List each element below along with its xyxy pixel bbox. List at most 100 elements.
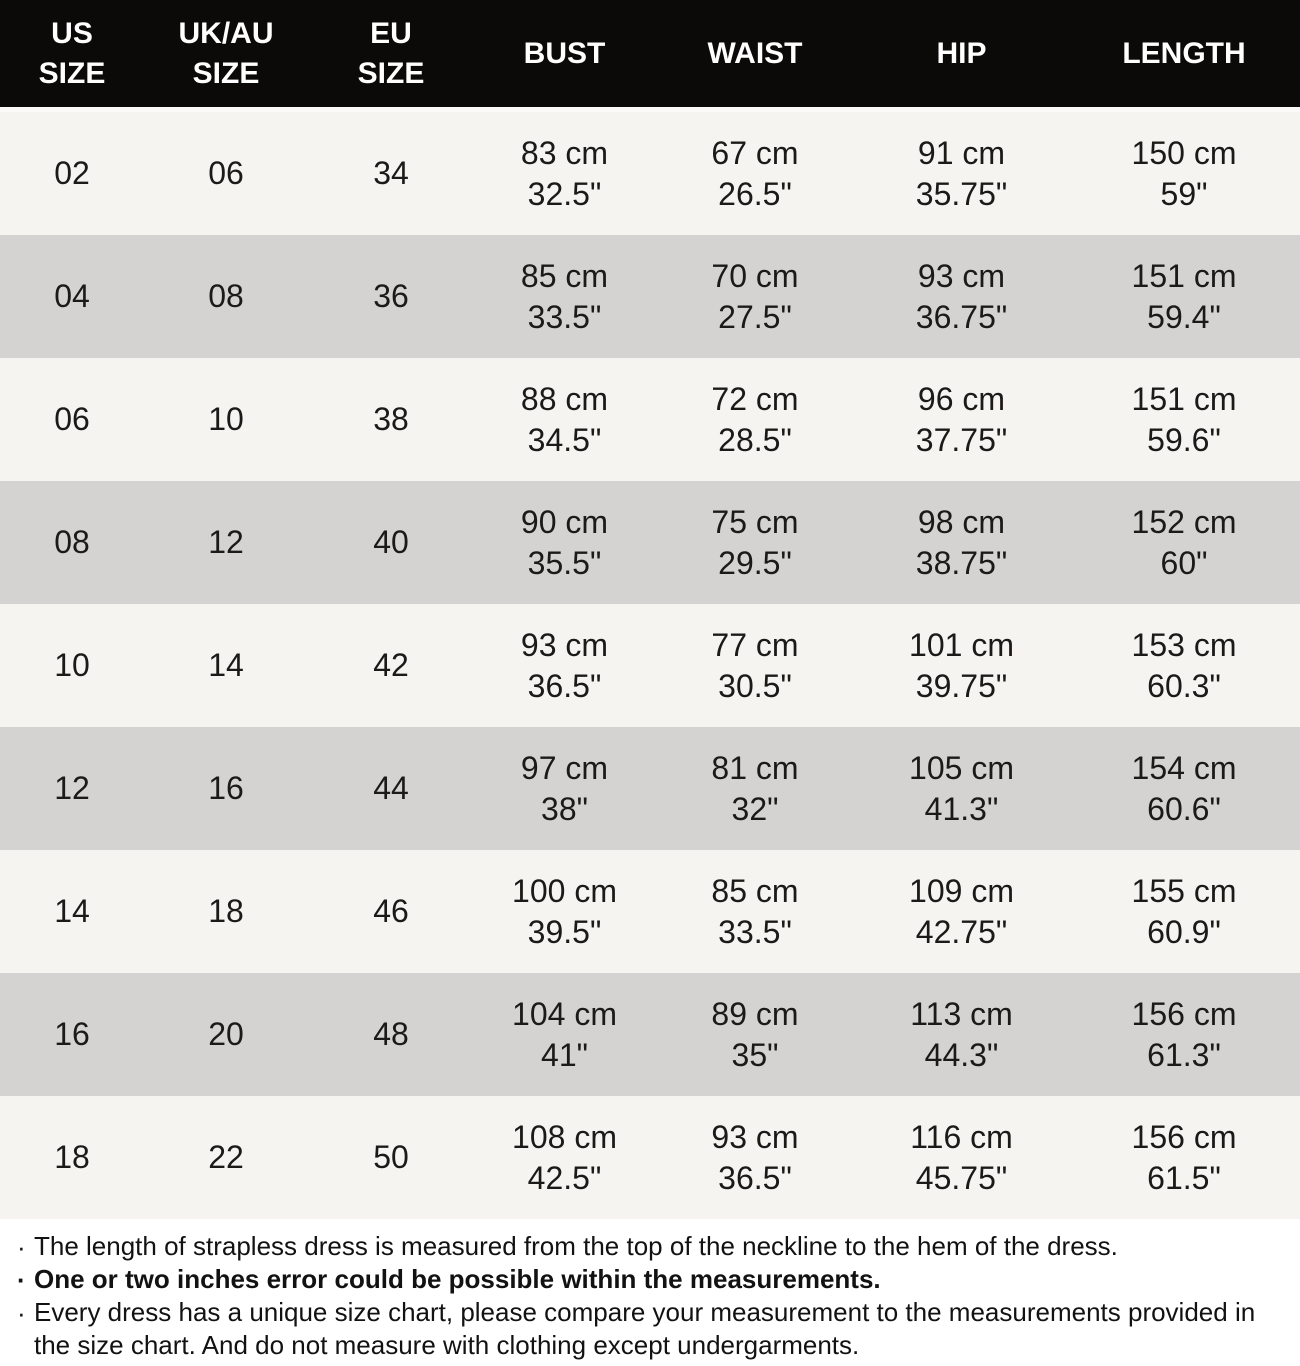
cell-bust: 83 cm 32.5" [474,110,655,236]
cell-us-size: 16 [54,1016,90,1052]
column-header-label: BUST [523,36,606,70]
hip-cm-value: 98 cm [917,503,1006,540]
cell-uk-au-size: 10 [208,401,244,437]
cell-length: 150 cm 59" [1068,110,1300,236]
cell-length: 152 cm 60" [1068,481,1300,604]
cell-eu-size: 34 [373,155,409,191]
cell-length: 155 cm 60.9" [1068,850,1300,973]
cell-uk-au-size: 16 [208,770,244,806]
cell-waist: 75 cm 29.5" [655,481,855,604]
hip-in-value: 36.75" [915,298,1008,335]
column-header-waist: WAIST [655,0,855,112]
cell-length: 151 cm 59.6" [1068,358,1300,481]
hip-in-value: 41.3" [924,790,999,827]
hip-in-value: 37.75" [915,421,1008,458]
waist-cm-value: 75 cm [711,503,799,540]
cell-hip: 91 cm 35.75" [855,110,1068,236]
column-header-hip: HIP [855,0,1068,112]
hip-cm-value: 93 cm [917,257,1006,294]
bullet-dot: · [17,1265,26,1295]
cell-us-size: 10 [54,647,90,683]
footnotes: · The length of strapless dress is measur… [0,1219,1300,1362]
column-header-label: EU SIZE [357,16,425,90]
cell-length: 156 cm 61.5" [1068,1096,1300,1219]
cell-length: 151 cm 59.4" [1068,235,1300,358]
cell-us-size: 12 [54,770,90,806]
waist-cm-value: 85 cm [711,872,799,909]
cell-waist: 89 cm 35" [655,973,855,1096]
bust-cm-value: 97 cm [520,749,609,786]
cell-uk-au-size: 20 [208,1016,244,1052]
length-in-value: 59" [1160,175,1208,212]
bust-in-value: 34.5" [527,421,602,458]
bust-cm-value: 85 cm [520,257,609,294]
table-row: 06 10 38 88 cm 34.5" 72 cm 28.5" 96 cm 37.7… [0,358,1300,481]
hip-cm-value: 109 cm [909,872,1014,909]
table-row: 12 16 44 97 cm 38" 81 cm 32" 105 cm 41.3" 1… [0,727,1300,850]
bullet-dot: · [17,1298,26,1328]
column-header-length: LENGTH [1068,0,1300,112]
waist-in-value: 26.5" [718,175,792,212]
footnote-length-measurement: · The length of strapless dress is measur… [12,1230,1286,1263]
length-in-value: 59.6" [1147,421,1221,458]
size-chart-table: US SIZE UK/AU SIZE EU SIZE BUST WAIST HI… [0,0,1300,1219]
waist-cm-value: 67 cm [711,134,799,171]
bust-cm-value: 90 cm [520,503,609,540]
column-header-label: LENGTH [1122,36,1246,70]
footnote-error-tolerance: · One or two inches error could be possib… [12,1263,1286,1296]
hip-cm-value: 105 cm [909,749,1014,786]
bust-cm-value: 100 cm [512,872,617,909]
waist-cm-value: 70 cm [711,257,799,294]
table-row: 04 08 36 85 cm 33.5" 70 cm 27.5" 93 cm 36.7… [0,235,1300,358]
waist-in-value: 32" [731,790,779,827]
waist-cm-value: 89 cm [711,995,799,1032]
waist-cm-value: 72 cm [711,380,799,417]
bust-cm-value: 93 cm [520,626,609,663]
cell-waist: 85 cm 33.5" [655,850,855,973]
length-in-value: 61.5" [1147,1159,1221,1196]
cell-waist: 93 cm 36.5" [655,1096,855,1219]
length-cm-value: 154 cm [1131,749,1237,786]
cell-hip: 113 cm 44.3" [855,973,1068,1096]
waist-in-value: 27.5" [718,298,792,335]
hip-in-value: 35.75" [915,175,1008,212]
hip-cm-value: 116 cm [910,1118,1013,1155]
length-cm-value: 151 cm [1131,380,1237,417]
cell-bust: 90 cm 35.5" [474,481,655,604]
cell-waist: 77 cm 30.5" [655,604,855,727]
cell-uk-au-size: 12 [208,524,244,560]
cell-eu-size: 50 [373,1139,409,1175]
length-in-value: 60.6" [1147,790,1221,827]
hip-cm-value: 113 cm [910,995,1013,1032]
footnote-text: The length of strapless dress is measure… [34,1231,1118,1261]
length-in-value: 61.3" [1147,1036,1221,1073]
column-header-label: HIP [936,36,987,70]
bust-cm-value: 104 cm [512,995,617,1032]
waist-cm-value: 93 cm [711,1118,799,1155]
cell-eu-size: 36 [373,278,409,314]
hip-in-value: 42.75" [915,913,1008,950]
cell-uk-au-size: 14 [208,647,244,683]
table-row: 08 12 40 90 cm 35.5" 75 cm 29.5" 98 cm 38.7… [0,481,1300,604]
cell-hip: 93 cm 36.75" [855,235,1068,358]
column-header-bust: BUST [474,0,655,112]
waist-in-value: 33.5" [718,913,792,950]
cell-eu-size: 38 [373,401,409,437]
cell-bust: 104 cm 41" [474,973,655,1096]
cell-bust: 93 cm 36.5" [474,604,655,727]
cell-us-size: 08 [54,524,90,560]
bust-cm-value: 83 cm [520,134,609,171]
cell-us-size: 06 [54,401,90,437]
header-row: US SIZE UK/AU SIZE EU SIZE BUST WAIST HI… [0,0,1300,112]
bust-in-value: 33.5" [527,298,602,335]
footnote-unique-size-chart: · Every dress has a unique size chart, pl… [12,1296,1286,1362]
cell-us-size: 02 [54,155,90,191]
cell-waist: 72 cm 28.5" [655,358,855,481]
cell-eu-size: 46 [373,893,409,929]
waist-in-value: 30.5" [718,667,792,704]
cell-us-size: 14 [54,893,90,929]
cell-hip: 116 cm 45.75" [855,1096,1068,1219]
cell-hip: 109 cm 42.75" [855,850,1068,973]
cell-uk-au-size: 18 [208,893,244,929]
length-cm-value: 152 cm [1131,503,1237,540]
